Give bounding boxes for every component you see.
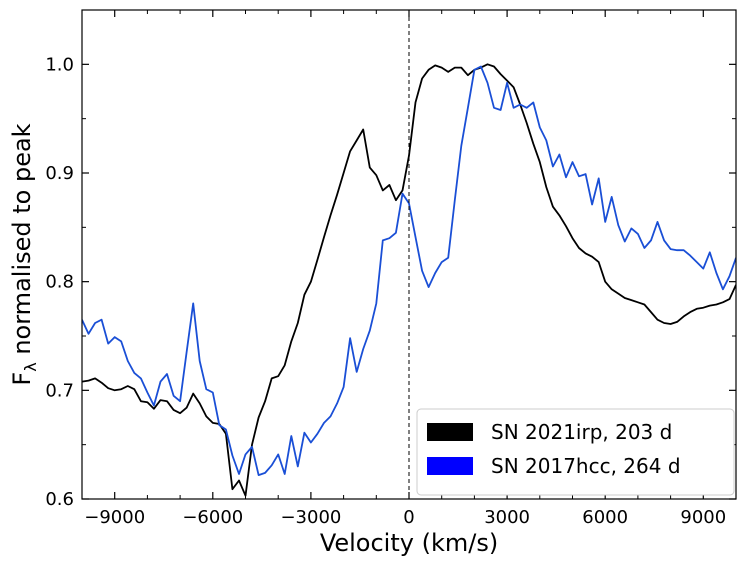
- series-layer: [82, 63, 736, 497]
- x-axis-title: Velocity (km/s): [320, 529, 498, 557]
- y-tick-label: 0.8: [45, 272, 74, 293]
- y-axis-title-subscript: λ: [21, 362, 40, 371]
- x-tick-label: −3000: [280, 507, 341, 528]
- x-tick-label: 3000: [484, 507, 530, 528]
- x-tick-label: −9000: [84, 507, 145, 528]
- x-tick-label: 0: [403, 507, 414, 528]
- y-tick-label: 0.7: [45, 380, 74, 401]
- legend-box: [416, 408, 735, 496]
- x-axis-ticks: −9000 −6000 −3000 0 3000 6000 9000: [81, 10, 737, 528]
- series-line-sn2017hcc: [82, 65, 736, 476]
- y-tick-label: 0.9: [45, 163, 74, 184]
- y-axis-title: Fλ normalised to peak: [8, 123, 40, 385]
- legend-label-sn2021irp: SN 2021irp, 203 d: [491, 420, 672, 444]
- x-tick-label: 6000: [582, 507, 628, 528]
- series-line-sn2021irp: [82, 63, 736, 497]
- y-axis-title-rest: normalised to peak: [8, 123, 36, 362]
- legend-swatch-sn2017hcc: [427, 457, 473, 475]
- legend: SN 2021irp, 203 d SN 2017hcc, 264 d: [416, 408, 735, 496]
- y-tick-label: 1.0: [45, 54, 74, 75]
- x-tick-label: −6000: [182, 507, 243, 528]
- legend-swatch-sn2021irp: [427, 423, 473, 441]
- y-tick-label: 0.6: [45, 489, 74, 510]
- legend-label-sn2017hcc: SN 2017hcc, 264 d: [491, 454, 681, 478]
- y-axis-title-main: F: [8, 372, 36, 386]
- y-axis-ticks: 0.6 0.7 0.8 0.9 1.0: [45, 9, 736, 510]
- x-tick-label: 9000: [680, 507, 726, 528]
